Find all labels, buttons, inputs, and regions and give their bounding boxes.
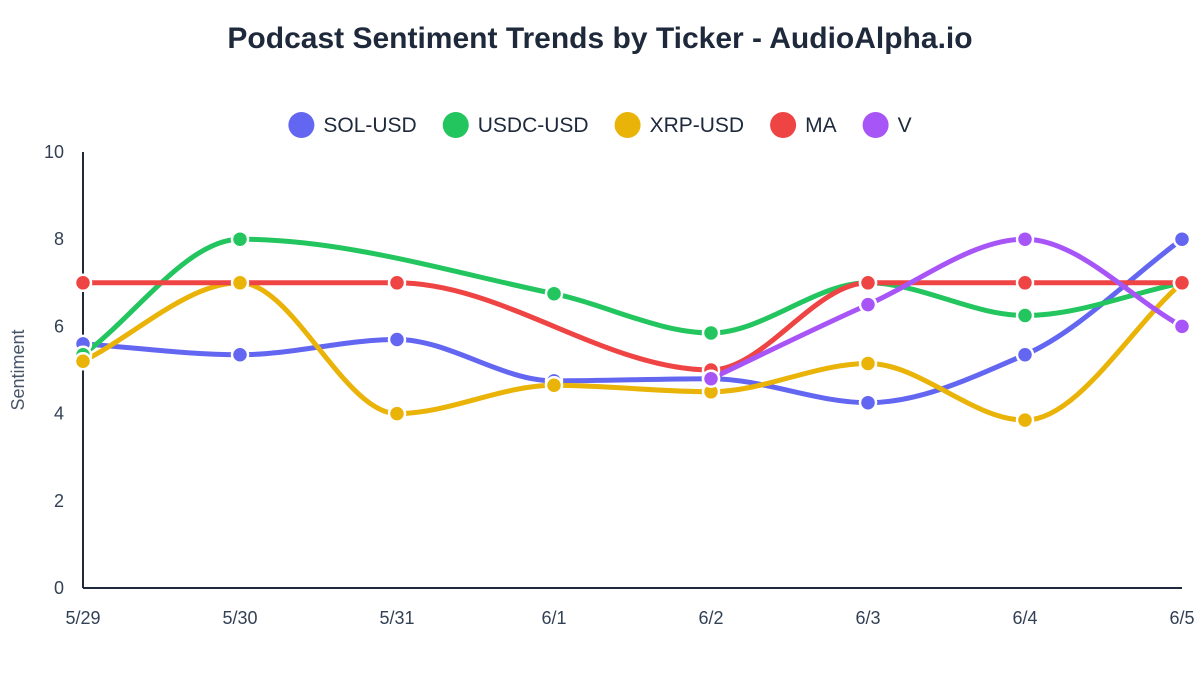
legend-label: V [898, 114, 912, 137]
data-point-ma[interactable] [858, 273, 878, 293]
legend-swatch [770, 112, 797, 138]
data-point-xrp-usd[interactable] [858, 354, 878, 373]
legend-item-usdc-usd[interactable]: USDC-USD [442, 112, 589, 138]
y-tick-label: 8 [54, 229, 64, 249]
data-point-sol-usd[interactable] [858, 393, 878, 412]
data-point-xrp-usd[interactable] [387, 404, 407, 423]
legend-item-sol-usd[interactable]: SOL-USD [288, 112, 417, 138]
series-line-sol-usd [80, 236, 1185, 406]
y-tick-label: 10 [44, 142, 64, 162]
data-point-sol-usd[interactable] [387, 330, 407, 349]
x-tick-label: 5/30 [222, 608, 257, 628]
data-point-usdc-usd[interactable] [230, 229, 250, 249]
data-point-usdc-usd[interactable] [701, 323, 721, 343]
data-point-v[interactable] [1015, 229, 1035, 249]
y-axis: 0 2 4 6 8 10 Sentiment [8, 142, 84, 598]
x-tick-label: 6/3 [855, 608, 880, 628]
legend-label: USDC-USD [478, 114, 589, 137]
chart-title: Podcast Sentiment Trends by Ticker - Aud… [227, 22, 973, 55]
legend-label: XRP-USD [650, 114, 745, 137]
data-point-sol-usd[interactable] [1172, 229, 1192, 249]
legend-item-v[interactable]: V [862, 112, 912, 138]
data-point-sol-usd[interactable] [1015, 345, 1035, 364]
legend-swatch [614, 112, 641, 138]
data-point-ma[interactable] [1015, 273, 1035, 293]
legend-label: SOL-USD [323, 114, 416, 137]
legend-swatch [862, 112, 889, 138]
data-point-xrp-usd[interactable] [73, 352, 93, 371]
series-line-v [708, 236, 1185, 382]
data-point-ma[interactable] [73, 273, 93, 293]
x-tick-label: 6/2 [698, 608, 723, 628]
x-tick-label: 6/4 [1012, 608, 1037, 628]
data-point-sol-usd[interactable] [230, 345, 250, 364]
data-point-xrp-usd[interactable] [230, 273, 250, 293]
data-point-xrp-usd[interactable] [1015, 410, 1035, 430]
data-point-v[interactable] [1172, 317, 1192, 336]
legend-label: MA [805, 114, 837, 137]
x-tick-label: 6/5 [1169, 608, 1194, 628]
x-axis: 5/29 5/30 5/31 6/1 6/2 6/3 6/4 6/5 [65, 587, 1195, 628]
series-lines [80, 236, 1185, 423]
x-tick-label: 5/31 [379, 608, 414, 628]
legend-swatch [288, 112, 315, 138]
data-point-usdc-usd[interactable] [1015, 306, 1035, 325]
series-points [73, 229, 1192, 430]
data-point-ma[interactable] [1172, 273, 1192, 293]
x-tick-label: 5/29 [65, 608, 100, 628]
series-line-usdc-usd [80, 236, 1185, 358]
x-tick-label: 6/1 [541, 608, 566, 628]
data-point-xrp-usd[interactable] [544, 376, 564, 395]
legend: SOL-USD USDC-USD XRP-USD MA V [288, 112, 912, 138]
data-point-v[interactable] [701, 369, 721, 388]
y-tick-label: 4 [54, 404, 64, 424]
data-point-ma[interactable] [387, 273, 407, 293]
legend-swatch [442, 112, 469, 138]
legend-item-ma[interactable]: MA [770, 112, 837, 138]
y-tick-label: 2 [54, 491, 64, 511]
y-tick-label: 0 [54, 578, 64, 598]
legend-item-xrp-usd[interactable]: XRP-USD [614, 112, 745, 138]
y-axis-title: Sentiment [8, 329, 28, 410]
data-point-usdc-usd[interactable] [544, 284, 564, 303]
data-point-v[interactable] [858, 295, 878, 314]
y-tick-label: 6 [54, 316, 64, 336]
